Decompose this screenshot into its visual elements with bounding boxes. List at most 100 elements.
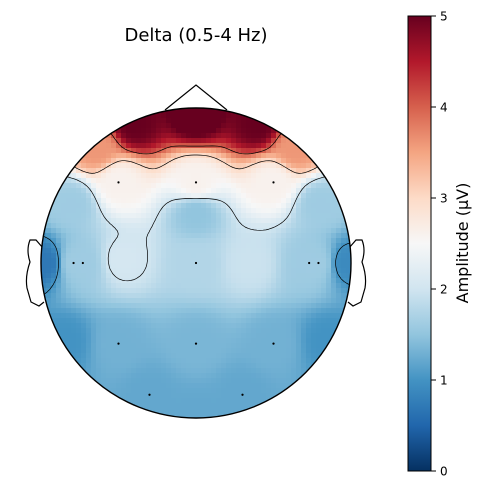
heatmap-cell (311, 203, 317, 209)
heatmap-cell (231, 208, 237, 214)
heatmap-cell (101, 258, 107, 264)
heatmap-cell (281, 253, 287, 259)
heatmap-cell (331, 268, 337, 274)
heatmap-cell (301, 368, 307, 374)
heatmap-cell (246, 398, 252, 404)
heatmap-cell (181, 308, 187, 314)
heatmap-cell (211, 218, 217, 224)
heatmap-cell (271, 153, 277, 159)
heatmap-cell (221, 168, 227, 174)
heatmap-cell (86, 368, 92, 374)
heatmap-cell (161, 233, 167, 239)
heatmap-cell (341, 253, 347, 259)
heatmap-cell (336, 313, 342, 319)
heatmap-cell (91, 148, 97, 154)
heatmap-cell (191, 368, 197, 374)
heatmap-cell (306, 343, 312, 349)
heatmap-cell (326, 348, 332, 354)
heatmap-cell (161, 328, 167, 334)
heatmap-cell (51, 228, 57, 234)
heatmap-cell (66, 308, 72, 314)
heatmap-cell (216, 113, 222, 119)
heatmap-cell (211, 248, 217, 254)
heatmap-cell (146, 293, 152, 299)
heatmap-cell (251, 318, 257, 324)
heatmap-cell (161, 398, 167, 404)
heatmap-cell (141, 318, 147, 324)
heatmap-cell (246, 218, 252, 224)
heatmap-cell (136, 133, 142, 139)
heatmap-cell (261, 288, 267, 294)
heatmap-cell (166, 168, 172, 174)
heatmap-cell (246, 368, 252, 374)
heatmap-cell (161, 268, 167, 274)
heatmap-cell (151, 148, 157, 154)
heatmap-cell (146, 323, 152, 329)
heatmap-cell (291, 158, 297, 164)
heatmap-cell (96, 223, 102, 229)
heatmap-cell (241, 193, 247, 199)
heatmap-cell (71, 213, 77, 219)
heatmap-cell (271, 288, 277, 294)
heatmap-cell (211, 128, 217, 134)
electrode-marker (117, 342, 120, 345)
heatmap-cell (226, 398, 232, 404)
heatmap-cell (211, 283, 217, 289)
heatmap-cell (186, 153, 192, 159)
heatmap-cell (271, 328, 277, 334)
heatmap-cell (266, 368, 272, 374)
heatmap-cell (191, 133, 197, 139)
heatmap-cell (276, 233, 282, 239)
heatmap-cell (146, 288, 152, 294)
heatmap-cell (336, 228, 342, 234)
heatmap-cell (146, 148, 152, 154)
heatmap-cell (306, 258, 312, 264)
heatmap-cell (266, 293, 272, 299)
heatmap-cell (231, 363, 237, 369)
heatmap-cell (251, 238, 257, 244)
heatmap-cell (236, 278, 242, 284)
heatmap-cell (161, 363, 167, 369)
heatmap-cell (211, 258, 217, 264)
heatmap-cell (61, 238, 67, 244)
heatmap-cell (216, 248, 222, 254)
heatmap-cell (341, 288, 347, 294)
heatmap-cell (221, 393, 227, 399)
heatmap-cell (321, 298, 327, 304)
heatmap-cell (181, 328, 187, 334)
heatmap-cell (141, 243, 147, 249)
heatmap-cell (131, 308, 137, 314)
heatmap-cell (271, 253, 277, 259)
heatmap-cell (131, 338, 137, 344)
heatmap-cell (181, 348, 187, 354)
heatmap-cell (231, 318, 237, 324)
heatmap-cell (76, 278, 82, 284)
heatmap-cell (86, 223, 92, 229)
heatmap-cell (346, 238, 351, 244)
heatmap-cell (61, 233, 67, 239)
heatmap-cell (221, 358, 227, 364)
heatmap-cell (206, 173, 212, 179)
heatmap-cell (261, 348, 267, 354)
heatmap-cell (221, 178, 227, 184)
heatmap-cell (131, 213, 137, 219)
heatmap-cell (241, 308, 247, 314)
heatmap-cell (71, 253, 77, 259)
heatmap-cell (201, 238, 207, 244)
heatmap-cell (251, 208, 257, 214)
heatmap-cell (201, 368, 207, 374)
heatmap-cell (66, 288, 72, 294)
heatmap-cell (196, 313, 202, 319)
heatmap-cell (176, 148, 182, 154)
heatmap-cell (96, 293, 102, 299)
heatmap-cell (61, 328, 67, 334)
heatmap-cell (206, 383, 212, 389)
heatmap-cell (116, 368, 122, 374)
heatmap-cell (231, 373, 237, 379)
heatmap-cell (121, 218, 127, 224)
heatmap-cell (81, 253, 87, 259)
heatmap-cell (291, 148, 297, 154)
heatmap-cell (276, 148, 282, 154)
heatmap-cell (186, 368, 192, 374)
heatmap-cell (76, 273, 82, 279)
